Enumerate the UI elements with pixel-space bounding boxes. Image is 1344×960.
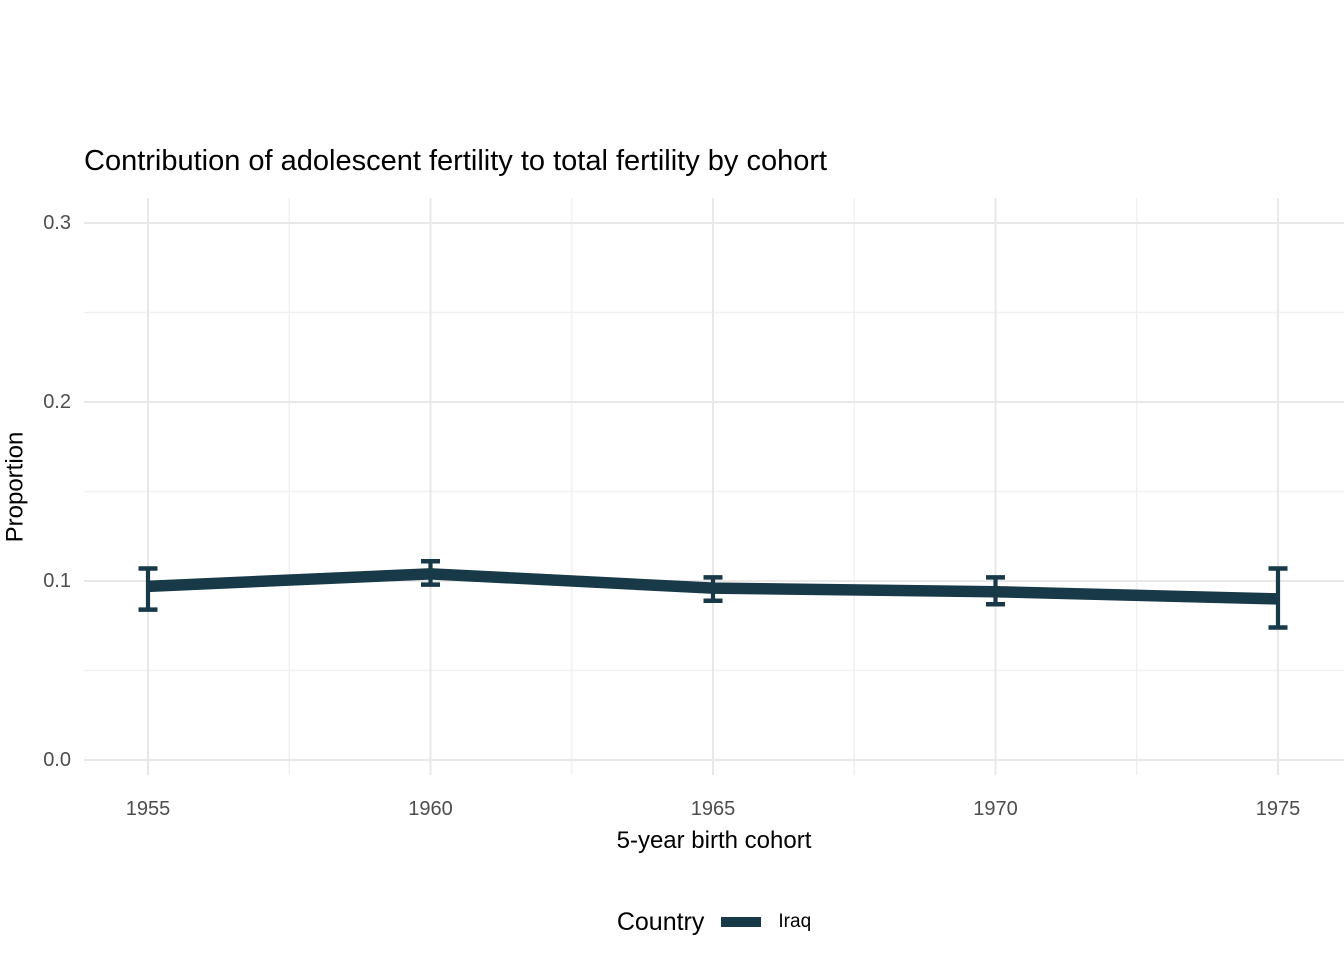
legend-title: Country [616, 907, 705, 936]
y-tick-label: 0.3 [43, 212, 71, 234]
legend-swatch-iraq [721, 917, 762, 927]
x-tick-label: 1965 [690, 798, 736, 820]
x-tick-label: 1970 [973, 798, 1018, 820]
legend-label-iraq: Iraq [778, 911, 812, 932]
y-tick-label: 0.1 [43, 570, 71, 592]
chart-title: Contribution of adolescent fertility to … [84, 145, 828, 177]
x-axis-title: 5-year birth cohort [616, 827, 812, 854]
y-tick-label: 0.0 [43, 749, 71, 771]
x-tick-label: 1960 [408, 798, 453, 820]
y-tick-label: 0.2 [43, 391, 71, 413]
legend: Country Iraq [84, 905, 1344, 939]
x-tick-label: 1975 [1255, 798, 1301, 820]
x-tick-label: 1955 [125, 798, 171, 820]
